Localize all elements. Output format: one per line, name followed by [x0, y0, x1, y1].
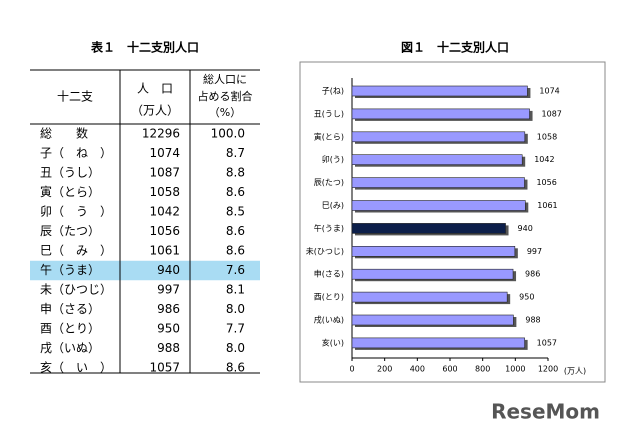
value-label: 1074	[539, 87, 559, 96]
value-label: 1057	[537, 338, 557, 347]
cell: 997	[157, 283, 180, 297]
highlight-row	[30, 260, 260, 281]
value-label: 940	[518, 224, 533, 233]
bar	[351, 200, 526, 211]
cell: 8.8	[226, 166, 245, 180]
value-label: 1056	[536, 178, 556, 187]
cell: 8.0	[226, 302, 245, 316]
y-tick-label: 亥(い)	[322, 337, 344, 347]
cell: 1074	[149, 146, 180, 160]
row-label: 未（ひつじ）	[40, 283, 112, 297]
y-tick-label: 辰(たつ)	[314, 178, 344, 187]
cell: 1087	[149, 166, 180, 180]
x-tick-label: 1200	[538, 365, 558, 374]
bar	[351, 268, 514, 280]
x-tick-label: 800	[475, 365, 490, 374]
bar	[351, 131, 526, 143]
value-label: 1087	[542, 109, 562, 118]
value-label: 986	[525, 270, 540, 279]
x-tick-label: 200	[377, 365, 392, 374]
y-tick-label: 未(ひつじ)	[306, 246, 344, 256]
row-label: 辰（たつ）	[40, 224, 100, 238]
row-label: 午（うま）	[40, 263, 100, 277]
cell: 950	[157, 322, 180, 336]
cell: 100.0	[211, 127, 245, 141]
bar	[351, 246, 516, 257]
bar	[351, 154, 523, 165]
header: 総人口に	[203, 72, 247, 86]
cell: 986	[157, 302, 180, 316]
cell: 1042	[149, 205, 180, 219]
cell: 1058	[149, 185, 180, 199]
x-tick-label: 600	[442, 365, 457, 374]
cell: 7.6	[226, 263, 245, 277]
x-tick-label: 400	[410, 365, 425, 374]
row-label: 酉（とり）	[40, 322, 100, 336]
row-label: 亥（ い ）	[40, 361, 112, 375]
y-tick-label: 巳(み)	[322, 201, 344, 210]
cell: 8.5	[226, 205, 245, 219]
row-label: 寅（とら）	[40, 184, 100, 199]
y-tick-label: 午(うま)	[314, 223, 344, 233]
row-label: 子（ ね ）	[40, 146, 112, 160]
value-label: 997	[527, 247, 542, 256]
row-label: 申（さる）	[40, 302, 100, 316]
header: 占める割合	[198, 89, 253, 103]
y-tick-label: 丑(うし)	[314, 109, 344, 118]
watermark: ReseMom	[491, 400, 600, 424]
y-tick-label: 申(さる)	[314, 269, 344, 279]
value-label: 1042	[534, 155, 554, 164]
cell: 8.6	[226, 224, 245, 238]
cell: 988	[157, 341, 180, 355]
table-title: 表１ 十二支別人口	[90, 40, 199, 55]
chart-title: 図１ 十二支別人口	[401, 40, 509, 55]
cell: 8.6	[226, 244, 245, 258]
bar	[351, 108, 530, 120]
y-tick-label: 子(ね)	[322, 87, 344, 96]
header: 十二支	[57, 90, 93, 104]
cell: 1057	[149, 361, 180, 375]
x-axis-label: (万人)	[564, 367, 586, 376]
header: 人 口	[137, 82, 173, 96]
cell: 940	[157, 263, 180, 277]
value-label: 950	[519, 293, 534, 302]
bar	[351, 85, 528, 97]
cell: 8.6	[226, 361, 245, 375]
cell: 1061	[149, 244, 180, 258]
y-tick-label: 卯(う)	[322, 155, 344, 164]
x-tick-label: 0	[349, 365, 354, 374]
bar	[351, 337, 525, 349]
row-label: 巳（ み ）	[40, 244, 112, 258]
bar	[351, 223, 506, 234]
cell: 8.7	[226, 146, 245, 160]
header: （%）	[209, 106, 241, 119]
cell: 12296	[142, 127, 180, 141]
header: （万人）	[131, 104, 179, 118]
row-label: 戌（いぬ）	[40, 341, 100, 355]
value-label: 988	[525, 316, 540, 325]
value-label: 1061	[537, 201, 557, 210]
x-tick-label: 1000	[505, 365, 525, 374]
cell: 7.7	[226, 322, 245, 336]
bar	[351, 314, 514, 326]
cell: 8.6	[226, 185, 245, 199]
row-label: 丑（うし）	[40, 166, 100, 180]
y-tick-label: 酉(とり)	[314, 293, 344, 302]
cell: 1056	[149, 224, 180, 238]
bar	[351, 177, 525, 188]
bar	[351, 291, 508, 303]
y-tick-label: 寅(とら)	[314, 131, 344, 141]
y-tick-label: 戌(いぬ)	[314, 315, 344, 325]
row-label: 卯（ う ）	[40, 205, 112, 219]
row-label: 総 数	[40, 126, 88, 141]
cell: 8.0	[226, 341, 245, 355]
cell: 8.1	[226, 283, 245, 297]
value-label: 1058	[537, 132, 557, 141]
